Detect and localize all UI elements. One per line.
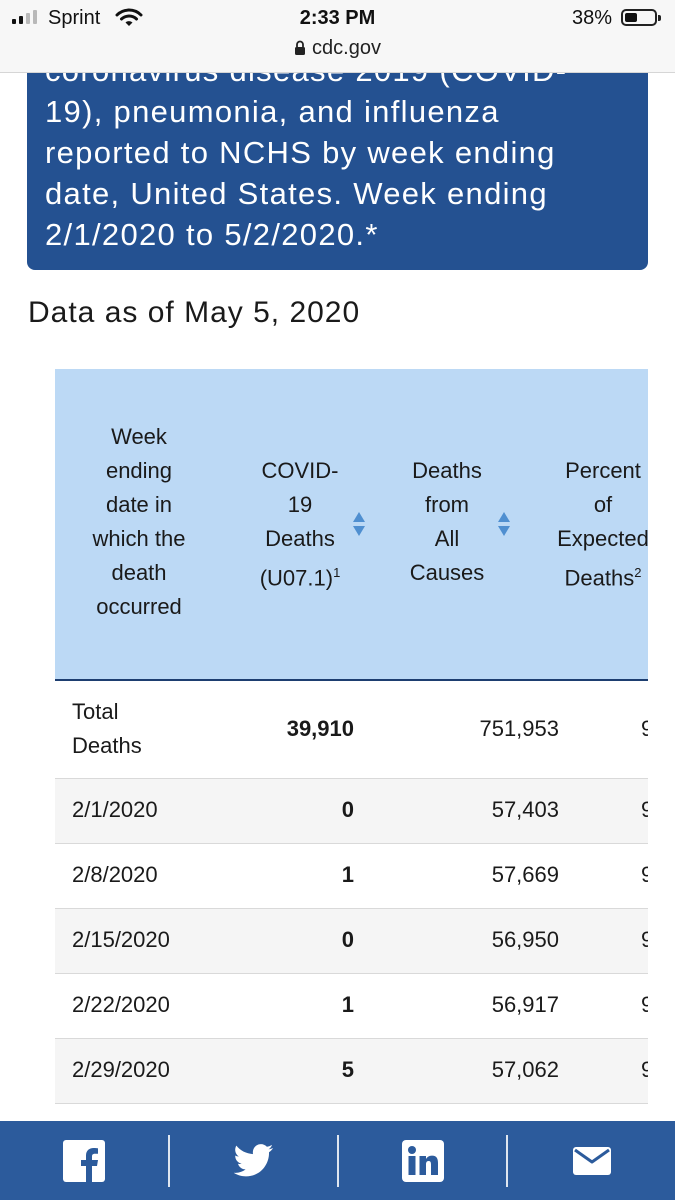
table-row: 2/8/2020 1 57,669 9 — [55, 844, 648, 909]
cell-all-causes: 56,917 — [491, 992, 559, 1017]
lock-icon — [295, 40, 306, 55]
cell-covid-deaths: 1 — [341, 992, 354, 1017]
cell-week: 2/22/2020 — [72, 992, 170, 1017]
table-row: 2/1/2020 0 57,403 9 — [55, 779, 648, 844]
facebook-share-button[interactable] — [0, 1121, 168, 1200]
table-title: coronavirus disease 2019 (COVID- 19), pn… — [45, 53, 566, 252]
cell-covid-deaths: 5 — [341, 1057, 354, 1082]
table-row: 2/29/2020 5 57,062 9 — [55, 1039, 648, 1104]
facebook-icon — [63, 1139, 105, 1182]
share-bar — [0, 1121, 675, 1200]
cell-covid-deaths: 0 — [341, 927, 354, 952]
cell-percent: 9 — [641, 1057, 648, 1082]
cell-percent: 9 — [641, 797, 648, 822]
carrier-name: Sprint — [48, 7, 101, 29]
battery-percent: 38% — [572, 7, 613, 29]
cell-week: 2/8/2020 — [72, 862, 158, 887]
cell-percent: 9 — [641, 716, 648, 741]
cell-all-causes: 57,669 — [491, 862, 559, 887]
cell-all-causes: 57,062 — [491, 1057, 559, 1082]
table-row-total: Total Deaths 39,910 751,953 9 — [55, 681, 648, 779]
table-header: Week ending date in which the death occu… — [55, 369, 648, 681]
cell-week: 2/1/2020 — [72, 797, 158, 822]
cell-percent: 9 — [641, 862, 648, 887]
cell-week: 2/15/2020 — [72, 927, 170, 952]
sort-arrows-icon[interactable] — [351, 510, 367, 538]
header-all-causes[interactable]: Deaths from All Causes — [409, 458, 485, 585]
deaths-table[interactable]: Week ending date in which the death occu… — [55, 369, 648, 1129]
cell-week: Total Deaths — [72, 699, 142, 758]
cell-all-causes: 57,403 — [491, 797, 559, 822]
linkedin-icon — [402, 1139, 444, 1182]
header-week[interactable]: Week ending date in which the death occu… — [92, 424, 186, 619]
address-bar[interactable]: cdc.gov — [0, 37, 675, 60]
cell-week: 2/29/2020 — [72, 1057, 170, 1082]
header-covid-deaths[interactable]: COVID- 19 Deaths (U07.1)1 — [259, 458, 341, 591]
table-row: 2/22/2020 1 56,917 9 — [55, 974, 648, 1039]
twitter-share-button[interactable] — [170, 1121, 338, 1200]
title-banner: coronavirus disease 2019 (COVID- 19), pn… — [27, 40, 648, 270]
cell-all-causes: 751,953 — [479, 716, 559, 741]
sort-arrows-icon[interactable] — [496, 510, 512, 538]
twitter-icon — [234, 1144, 274, 1177]
status-time: 2:33 PM — [299, 7, 376, 29]
email-icon — [573, 1146, 611, 1175]
cell-covid-deaths: 1 — [341, 862, 354, 887]
cell-covid-deaths: 39,910 — [286, 716, 354, 741]
cell-percent: 9 — [641, 927, 648, 952]
status-bar: Sprint 2:33 PM 38% cdc.gov — [0, 0, 675, 73]
url-text: cdc.gov — [312, 37, 381, 59]
data-as-of-heading: Data as of May 5, 2020 — [28, 296, 361, 329]
cell-all-causes: 56,950 — [491, 927, 559, 952]
battery-icon — [621, 9, 661, 26]
email-share-button[interactable] — [508, 1121, 675, 1200]
cell-covid-deaths: 0 — [341, 797, 354, 822]
linkedin-share-button[interactable] — [339, 1121, 507, 1200]
wifi-icon — [115, 8, 143, 26]
header-percent-expected[interactable]: Percent of Expected Deaths2 — [557, 458, 648, 591]
cell-signal-icon — [12, 10, 37, 24]
cell-percent: 9 — [641, 992, 648, 1017]
table-row: 2/15/2020 0 56,950 9 — [55, 909, 648, 974]
